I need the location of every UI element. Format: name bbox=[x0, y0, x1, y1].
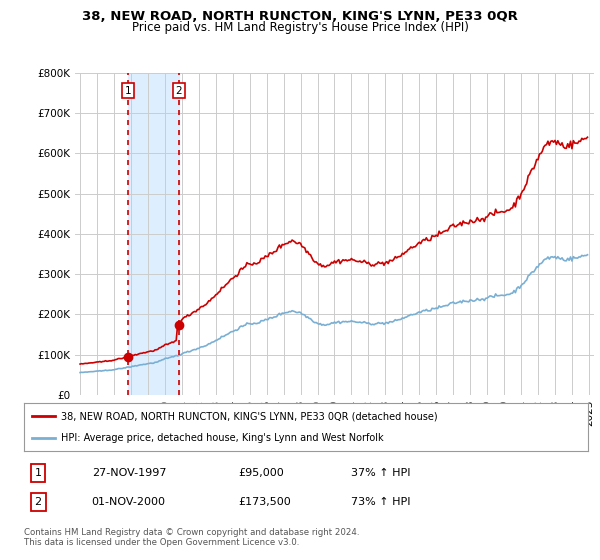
Text: £173,500: £173,500 bbox=[238, 497, 291, 507]
Text: Price paid vs. HM Land Registry's House Price Index (HPI): Price paid vs. HM Land Registry's House … bbox=[131, 21, 469, 34]
Text: Contains HM Land Registry data © Crown copyright and database right 2024.
This d: Contains HM Land Registry data © Crown c… bbox=[24, 528, 359, 547]
Text: 1: 1 bbox=[35, 468, 41, 478]
Text: 2: 2 bbox=[35, 497, 41, 507]
Text: 37% ↑ HPI: 37% ↑ HPI bbox=[351, 468, 410, 478]
Text: £95,000: £95,000 bbox=[238, 468, 284, 478]
Text: 38, NEW ROAD, NORTH RUNCTON, KING'S LYNN, PE33 0QR (detached house): 38, NEW ROAD, NORTH RUNCTON, KING'S LYNN… bbox=[61, 411, 437, 421]
Text: HPI: Average price, detached house, King's Lynn and West Norfolk: HPI: Average price, detached house, King… bbox=[61, 433, 383, 443]
Text: 73% ↑ HPI: 73% ↑ HPI bbox=[351, 497, 410, 507]
Text: 38, NEW ROAD, NORTH RUNCTON, KING'S LYNN, PE33 0QR: 38, NEW ROAD, NORTH RUNCTON, KING'S LYNN… bbox=[82, 10, 518, 22]
Text: 1: 1 bbox=[125, 86, 131, 96]
Text: 2: 2 bbox=[176, 86, 182, 96]
Text: 27-NOV-1997: 27-NOV-1997 bbox=[92, 468, 166, 478]
Bar bbox=[128, 73, 179, 395]
Text: 01-NOV-2000: 01-NOV-2000 bbox=[92, 497, 166, 507]
